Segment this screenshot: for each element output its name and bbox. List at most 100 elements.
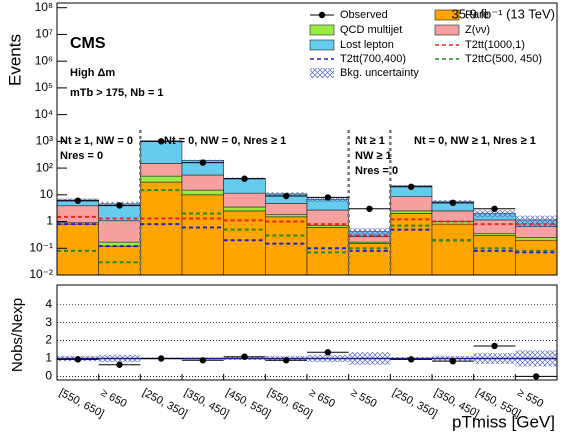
region-label: Nt ≥ 1 <box>355 135 385 147</box>
ratio-point <box>74 356 82 363</box>
observed-point <box>324 194 332 201</box>
bar-segment <box>431 223 474 275</box>
legend-label: Observed <box>340 9 388 21</box>
ratio-axis-title: Nobs/Nexp <box>9 298 26 372</box>
x-tick-label: [550, 650] <box>265 387 314 421</box>
bar-segment <box>181 194 224 275</box>
legend-label: QCD multijet <box>340 24 402 36</box>
uncertainty-band <box>473 210 516 218</box>
observed-point <box>74 197 82 204</box>
x-tick-label: [250, 350] <box>390 387 439 421</box>
annotation: High Δm <box>70 67 115 79</box>
bar-segment <box>390 210 433 214</box>
ratio-tick-label: 3 <box>45 315 52 329</box>
y-tick-label: 10⁸ <box>35 0 53 14</box>
bar-segment <box>473 235 516 275</box>
legend-swatch <box>309 39 335 51</box>
observed-point <box>449 199 457 207</box>
bar-segment <box>265 203 308 216</box>
legend-label: Rare <box>465 9 489 21</box>
bar-segment <box>57 205 99 224</box>
bar-segment <box>140 181 183 275</box>
y-tick-label: 1 <box>46 214 53 228</box>
uncertainty-band <box>515 215 557 227</box>
ratio-point <box>324 349 332 356</box>
bar-segment <box>265 214 308 218</box>
ratio-tick-label: 4 <box>45 297 52 311</box>
ratio-point <box>491 342 498 350</box>
region-label: Nres = 0 <box>60 150 103 162</box>
observed-point <box>366 205 373 212</box>
legend-marker <box>318 11 326 19</box>
ratio-point <box>282 357 290 364</box>
bar-segment <box>98 220 141 243</box>
bar-segment <box>515 226 557 238</box>
ratio-point <box>532 373 540 380</box>
bar-segment <box>348 236 391 243</box>
legend-label: T2tt(1000,1) <box>465 39 525 51</box>
observed-point <box>199 159 207 166</box>
legend-label: Bkg. uncertainty <box>340 67 419 79</box>
bar-segment <box>348 243 391 275</box>
bar-segment <box>431 210 474 222</box>
y-axis-title: Events <box>5 34 24 86</box>
bar-segment <box>265 216 308 275</box>
legend-swatch <box>434 24 460 36</box>
bar-segment <box>515 237 557 241</box>
ratio-point <box>116 361 123 368</box>
bar-segment <box>57 223 99 275</box>
y-tick-label: 10⁴ <box>34 107 53 121</box>
bar-segment <box>181 174 224 191</box>
x-axis-title: pTmiss [GeV] <box>452 412 555 431</box>
observed-point <box>241 175 248 182</box>
bar-segment <box>223 192 266 208</box>
y-tick-label: 10³ <box>36 134 53 148</box>
observed-point <box>116 202 123 209</box>
x-tick-label: [450, 550] <box>224 387 273 421</box>
legend-label: Z(νν) <box>465 24 490 36</box>
legend-label: Lost lepton <box>340 39 394 51</box>
experiment: CMS <box>70 35 106 52</box>
region-label: Nt ≥ 1, NW = 0 <box>60 135 133 147</box>
y-tick-label: 10 <box>40 187 54 201</box>
ratio-point <box>199 357 207 364</box>
legend-swatch <box>310 68 334 78</box>
bar-segment <box>98 245 141 275</box>
frame <box>56 2 558 276</box>
ratio-tick-label: 2 <box>45 333 52 347</box>
region-label: Nres = 0 <box>355 165 398 177</box>
bar-segment <box>515 239 557 275</box>
bar-segment <box>140 163 183 177</box>
x-tick-label: [550, 650] <box>57 387 106 421</box>
bar-segment <box>181 189 224 196</box>
ratio-point <box>157 355 165 362</box>
legend-swatch <box>309 24 335 36</box>
observed-point <box>533 302 539 308</box>
bar-segment <box>306 227 349 275</box>
bar-segment <box>140 175 183 183</box>
x-tick-label: ≥ 650 <box>307 387 337 410</box>
x-tick-label: [350, 450] <box>182 387 231 421</box>
y-tick-label: 10⁻² <box>29 267 53 281</box>
region-label: Nt = 0, NW = 0, Nres ≥ 1 <box>164 135 286 147</box>
uncertainty-band <box>348 228 391 237</box>
observed-point <box>157 138 165 145</box>
bar-segment <box>223 206 266 212</box>
bar-segment <box>473 219 516 235</box>
x-tick-label: ≥ 550 <box>349 387 379 410</box>
ratio-tick-label: 1 <box>45 351 52 365</box>
legend-swatch <box>434 9 460 21</box>
main-plot <box>57 130 557 308</box>
x-tick-label: ≥ 650 <box>99 387 129 410</box>
bar-segment <box>223 210 266 275</box>
legend-label: T2ttC(500, 450) <box>465 53 542 65</box>
observed-point <box>491 205 498 212</box>
ratio-point <box>241 353 248 360</box>
y-tick-label: 10² <box>36 160 53 174</box>
bar-segment <box>390 196 433 212</box>
region-label: NW ≥ 1 <box>355 150 392 162</box>
x-tick-label: ≥ 550 <box>515 387 545 410</box>
observed-point <box>407 183 415 190</box>
lumi: 35.9 fb⁻¹ (13 TeV) <box>452 6 555 21</box>
